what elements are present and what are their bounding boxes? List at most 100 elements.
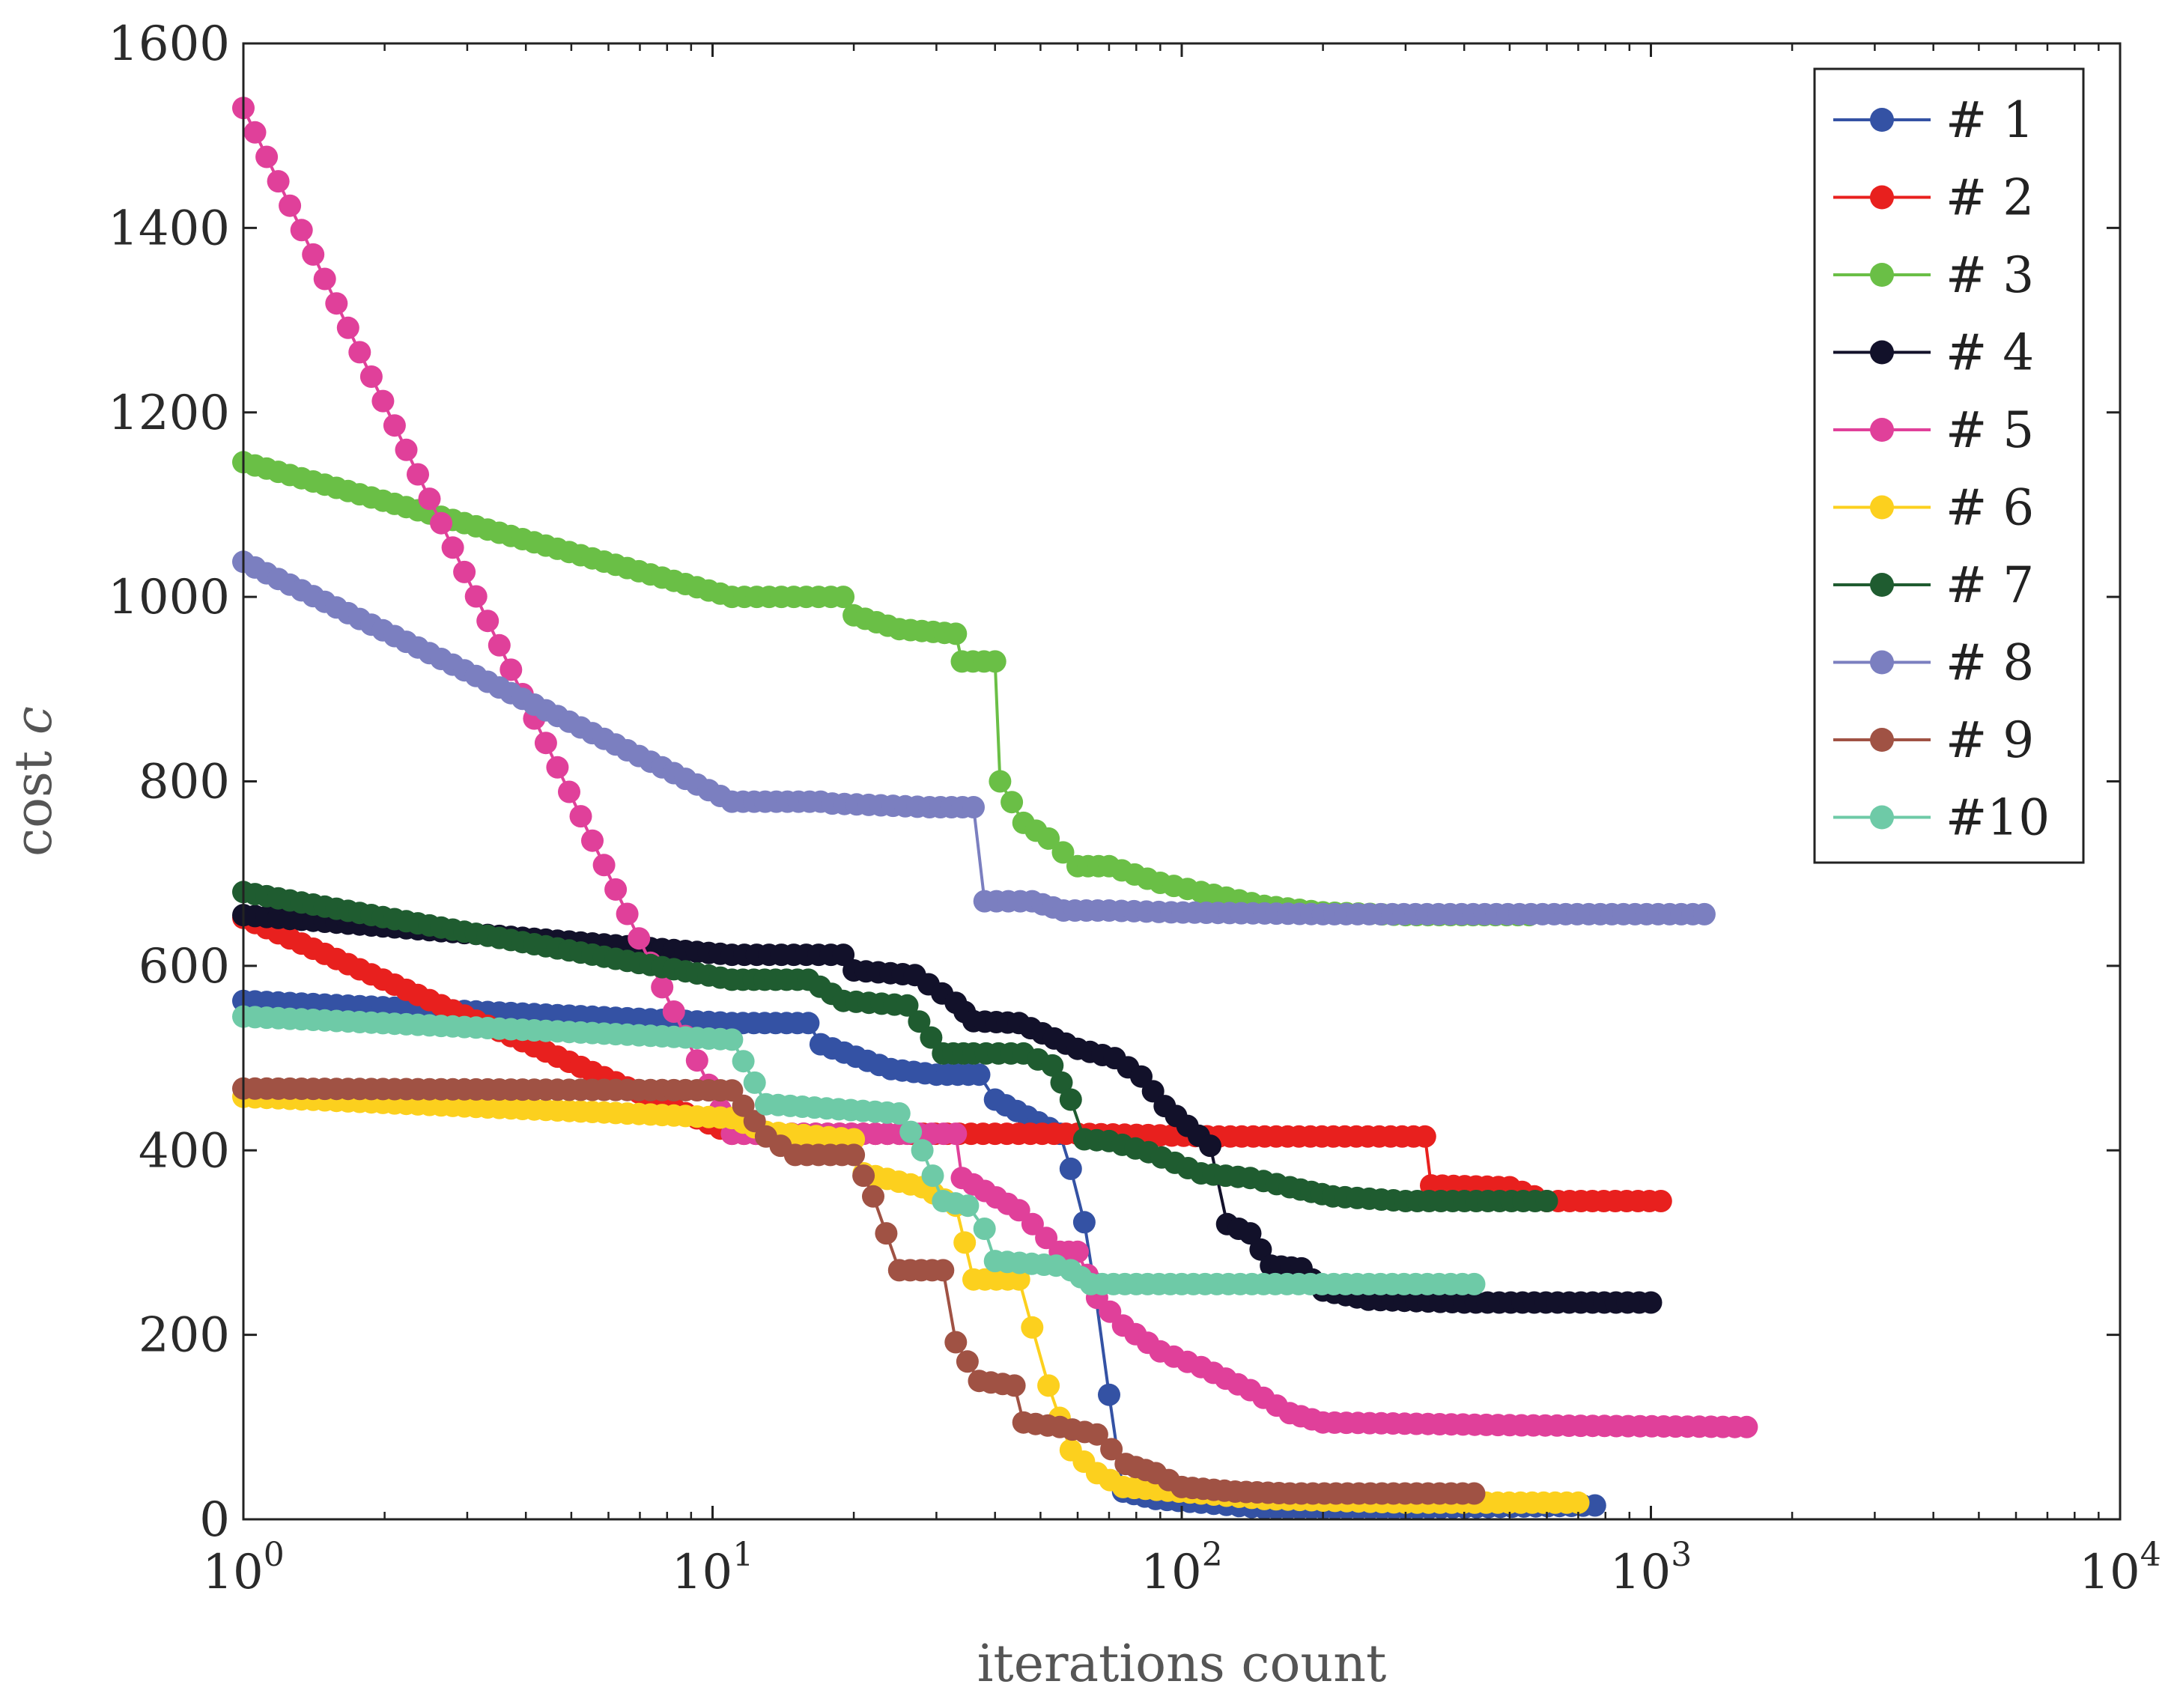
series-2-point: [1649, 1190, 1672, 1212]
y-tick-label: 1000: [108, 570, 230, 625]
series-5-point: [651, 976, 674, 999]
series-9-point: [1100, 1438, 1123, 1461]
series-5-point: [534, 732, 557, 755]
legend-label: # 3: [1946, 246, 2034, 304]
legend-label: # 1: [1946, 91, 2034, 149]
series-7-point: [1059, 1088, 1082, 1111]
legend-box: [1813, 67, 2085, 864]
legend-marker: [1870, 340, 1894, 365]
legend-entry-8: # 8: [1833, 634, 2034, 692]
series-8-point: [1692, 902, 1716, 926]
legend-entry-6: # 6: [1833, 479, 2034, 537]
series-9-point: [944, 1331, 968, 1354]
series-5-point: [558, 780, 580, 803]
series-5-point: [430, 511, 453, 535]
series-4-point: [1249, 1238, 1272, 1261]
series-5-point: [267, 170, 290, 193]
series-3-point: [989, 770, 1012, 793]
series-3-point: [1051, 841, 1075, 864]
legend-label: # 2: [1946, 169, 2034, 227]
x-tick-exponent: 4: [2140, 1536, 2161, 1574]
series-9-point: [852, 1164, 875, 1188]
x-tick-label: 104: [2079, 1536, 2161, 1600]
legend-entry-9: # 9: [1833, 711, 2034, 769]
x-tick-base: 10: [672, 1545, 732, 1600]
legend-marker: [1870, 108, 1894, 132]
series-9-point: [842, 1143, 866, 1167]
series-10-point: [732, 1050, 755, 1073]
x-tick-exponent: 1: [732, 1536, 753, 1574]
series-8-point: [962, 796, 985, 818]
series-5-point: [616, 902, 639, 926]
legend-marker: [1870, 805, 1894, 830]
series-5-point: [441, 536, 464, 559]
legend-marker: [1870, 185, 1894, 210]
series-5-point: [592, 854, 616, 877]
series-5-point: [464, 585, 488, 608]
series-6-point: [842, 1128, 866, 1151]
legend-label: # 4: [1946, 324, 2034, 382]
series-3-point: [1001, 791, 1024, 814]
series-5-point: [279, 194, 302, 217]
y-tick-label: 200: [139, 1308, 230, 1364]
y-tick-label: 0: [199, 1492, 230, 1548]
series-9-point: [932, 1259, 955, 1282]
series-5-point: [359, 365, 383, 388]
legend-marker: [1870, 495, 1894, 520]
legend-entry-1: # 1: [1833, 91, 2034, 149]
series-10-point: [887, 1102, 911, 1125]
y-axis-title-symbol: c: [4, 706, 64, 735]
series-5-point: [243, 121, 267, 144]
legend-entry-7: # 7: [1833, 556, 2034, 614]
series-9-point: [1003, 1374, 1026, 1397]
series-10-point: [956, 1194, 980, 1218]
series-7-point: [896, 994, 919, 1017]
series-6-point: [1021, 1316, 1044, 1339]
y-tick-label: 1200: [108, 386, 230, 441]
series-7-point: [908, 1010, 931, 1033]
series-5-point: [290, 219, 313, 242]
series-10-point: [899, 1120, 923, 1143]
series-5-point: [383, 414, 406, 437]
y-axis-title: cost c: [4, 706, 64, 857]
series-5-point: [302, 243, 325, 266]
series-3-point: [832, 586, 855, 609]
legend-label: # 8: [1946, 634, 2034, 692]
series-10-point: [973, 1218, 996, 1240]
series-10-point: [911, 1139, 934, 1162]
series-5-point: [546, 756, 569, 779]
legend-label: # 7: [1946, 556, 2034, 614]
series-9-point: [875, 1222, 898, 1245]
series-9-point: [743, 1110, 766, 1133]
y-tick-label: 1600: [108, 16, 230, 72]
x-tick-label: 100: [202, 1536, 284, 1600]
series-5-point: [1021, 1212, 1044, 1236]
x-axis-title: iterations count: [977, 1635, 1387, 1694]
series-5-point: [500, 658, 523, 681]
x-tick-label: 101: [672, 1536, 753, 1600]
legend-label: # 5: [1946, 401, 2034, 459]
series-9-point: [862, 1185, 884, 1208]
legend-entry-2: # 2: [1833, 169, 2034, 227]
legend-marker: [1870, 650, 1894, 675]
legend-marker: [1870, 573, 1894, 597]
series-7: [232, 881, 1558, 1212]
series-6-point: [1007, 1268, 1030, 1291]
legend-label: # 9: [1946, 711, 2034, 769]
series-6-point: [1567, 1491, 1590, 1514]
x-tick-base: 10: [1610, 1545, 1671, 1600]
y-tick-label: 1400: [108, 201, 230, 256]
series-1-point: [1098, 1383, 1120, 1406]
series-9-point: [720, 1079, 744, 1102]
series-4-point: [1639, 1291, 1663, 1314]
series-3-point: [944, 622, 968, 645]
series-5-point: [418, 487, 441, 511]
y-tick-label: 400: [139, 1123, 230, 1179]
legend-entry-3: # 3: [1833, 246, 2034, 304]
x-tick-exponent: 0: [264, 1536, 285, 1574]
series-5-point: [336, 316, 359, 339]
series-5-point: [1066, 1240, 1089, 1263]
series-2-point: [1413, 1125, 1436, 1148]
